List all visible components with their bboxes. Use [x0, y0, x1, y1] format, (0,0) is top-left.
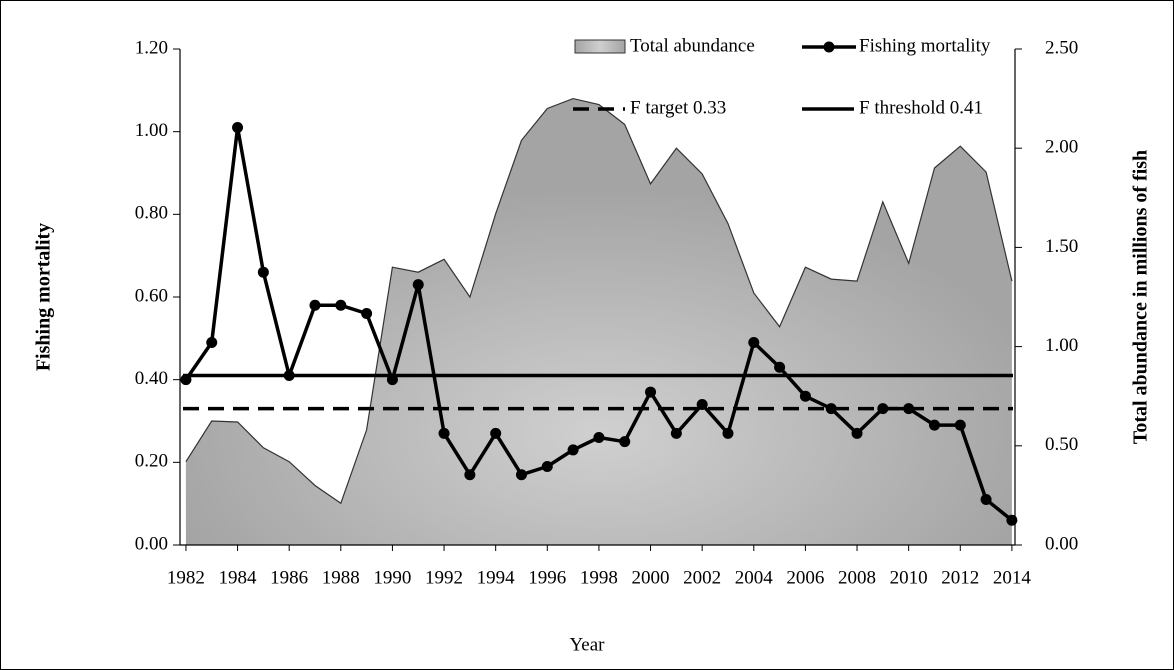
x-tick-label: 1990 [373, 567, 411, 588]
x-tick-label: 1984 [219, 567, 258, 588]
marker [412, 279, 424, 291]
marker [567, 444, 579, 456]
marker [438, 427, 450, 439]
area-outline [185, 97, 1013, 505]
x-tick-label: 2006 [786, 567, 824, 588]
marker [619, 436, 631, 448]
y-tick-label: 0.60 [135, 285, 168, 306]
y-tick-label: 0.20 [135, 451, 168, 472]
y-axis-label: Fishing mortality [33, 223, 55, 371]
area-fill [185, 98, 1012, 545]
marker [593, 432, 605, 444]
marker [903, 403, 915, 415]
y2-tick-label: 1.00 [1045, 335, 1078, 356]
marker [464, 469, 476, 481]
x-tick-label: 2014 [993, 567, 1032, 588]
x-tick-label: 1996 [528, 567, 566, 588]
legend-label: Fishing mortality [859, 35, 991, 56]
marker [541, 460, 553, 472]
y-tick-label: 1.20 [135, 37, 168, 58]
legend-label: Total abundance [630, 35, 755, 56]
legend-marker [823, 41, 835, 53]
marker [799, 390, 811, 402]
marker [1006, 514, 1018, 526]
marker [851, 427, 863, 439]
y-tick-label: 1.00 [135, 120, 168, 141]
marker [980, 494, 992, 506]
y-tick-label: 0.40 [135, 368, 168, 389]
marker [490, 427, 502, 439]
marker [206, 336, 218, 348]
y2-axis-label: Total abundance in millions of fish [1130, 150, 1152, 444]
x-tick-label: 2004 [735, 567, 774, 588]
x-tick-label: 1998 [580, 567, 618, 588]
y2-tick-label: 0.50 [1045, 434, 1078, 455]
marker [257, 266, 269, 278]
y-tick-label: 0.80 [135, 203, 168, 224]
marker [309, 299, 321, 311]
x-tick-label: 2008 [838, 567, 876, 588]
marker [283, 370, 295, 382]
marker [748, 336, 760, 348]
marker [335, 299, 347, 311]
marker [825, 403, 837, 415]
marker [645, 386, 657, 398]
marker [877, 403, 889, 415]
marker [670, 427, 682, 439]
x-tick-label: 2002 [683, 567, 721, 588]
marker [722, 427, 734, 439]
y2-tick-label: 2.50 [1045, 37, 1078, 58]
legend-label: F threshold 0.41 [859, 97, 983, 118]
marker [928, 419, 940, 431]
x-tick-label: 2000 [632, 567, 670, 588]
x-tick-label: 1994 [477, 567, 516, 588]
legend-label: F target 0.33 [630, 97, 726, 118]
legend-swatch [574, 39, 626, 54]
y-tick-label: 0.00 [135, 533, 168, 554]
y2-tick-label: 2.00 [1045, 137, 1078, 158]
x-tick-label: 2012 [941, 567, 979, 588]
x-axis-label: Year [569, 634, 605, 655]
y2-tick-label: 0.00 [1045, 533, 1078, 554]
x-tick-label: 2010 [890, 567, 928, 588]
x-tick-label: 1992 [425, 567, 463, 588]
marker [515, 469, 527, 481]
marker [774, 361, 786, 373]
marker [954, 419, 966, 431]
marker [386, 374, 398, 386]
x-tick-label: 1982 [167, 567, 205, 588]
marker [232, 122, 244, 134]
x-tick-label: 1988 [322, 567, 360, 588]
marker [361, 308, 373, 320]
marker [180, 374, 192, 386]
marker [696, 398, 708, 410]
y2-tick-label: 1.50 [1045, 236, 1078, 257]
x-tick-label: 1986 [270, 567, 308, 588]
